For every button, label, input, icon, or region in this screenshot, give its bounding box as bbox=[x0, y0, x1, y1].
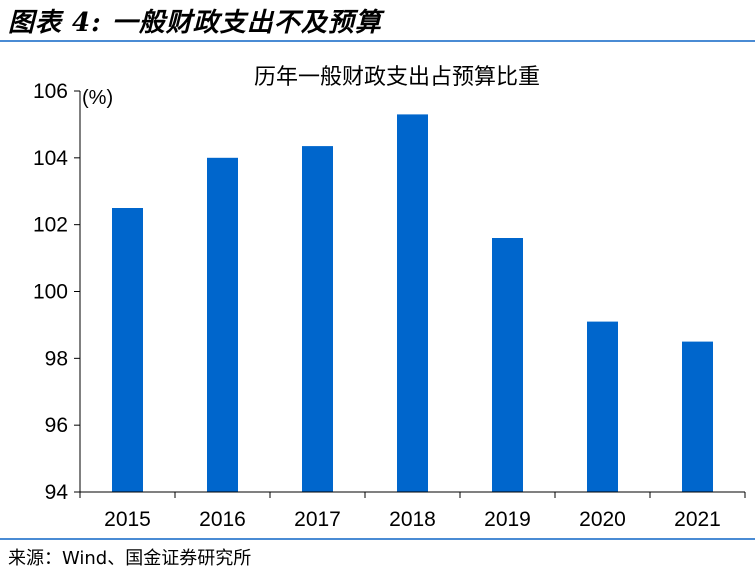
bar-chart: 历年一般财政支出占预算比重 (%) 94 96 98 100 102 104 106 201… bbox=[33, 65, 746, 531]
y-tick-label: 94 bbox=[45, 481, 69, 504]
bar-2020 bbox=[587, 321, 618, 492]
x-tick-label: 2016 bbox=[199, 508, 246, 531]
y-tick-label: 98 bbox=[45, 347, 68, 370]
bar-2016 bbox=[207, 157, 238, 493]
figure-label: 图表 4: 一般财政支出不及预算 bbox=[8, 8, 382, 38]
source-note: 来源：Wind、国金证券研究所 bbox=[8, 548, 252, 569]
x-tick-label: 2019 bbox=[484, 508, 531, 531]
x-tick-label: 2020 bbox=[579, 508, 626, 531]
y-tick-label: 96 bbox=[45, 414, 68, 437]
figure-header: 图表 4: 一般财政支出不及预算 bbox=[0, 0, 755, 40]
y-tick-label: 106 bbox=[33, 80, 68, 103]
bar-series bbox=[112, 114, 713, 493]
x-tick-label: 2017 bbox=[294, 508, 341, 531]
y-tick-label: 104 bbox=[33, 147, 68, 170]
unit-label: (%) bbox=[82, 87, 113, 109]
footer-rule bbox=[0, 538, 755, 540]
x-tick-label: 2018 bbox=[389, 508, 436, 531]
bar-2019 bbox=[492, 238, 523, 492]
chart-title: 历年一般财政支出占预算比重 bbox=[254, 65, 540, 90]
bar-2018 bbox=[397, 114, 428, 493]
header-rule bbox=[0, 40, 755, 42]
bar-2017 bbox=[302, 146, 333, 492]
y-axis-ticks: 94 96 98 100 102 104 106 bbox=[33, 80, 80, 504]
x-tick-label: 2021 bbox=[674, 508, 721, 531]
y-tick-label: 102 bbox=[33, 214, 68, 237]
bar-2015 bbox=[112, 208, 143, 492]
bar-2021 bbox=[682, 341, 713, 492]
x-axis-ticks: 2015 2016 2017 2018 2019 2020 2021 bbox=[79, 492, 746, 531]
x-tick-label: 2015 bbox=[104, 508, 151, 531]
y-tick-label: 100 bbox=[33, 281, 68, 304]
